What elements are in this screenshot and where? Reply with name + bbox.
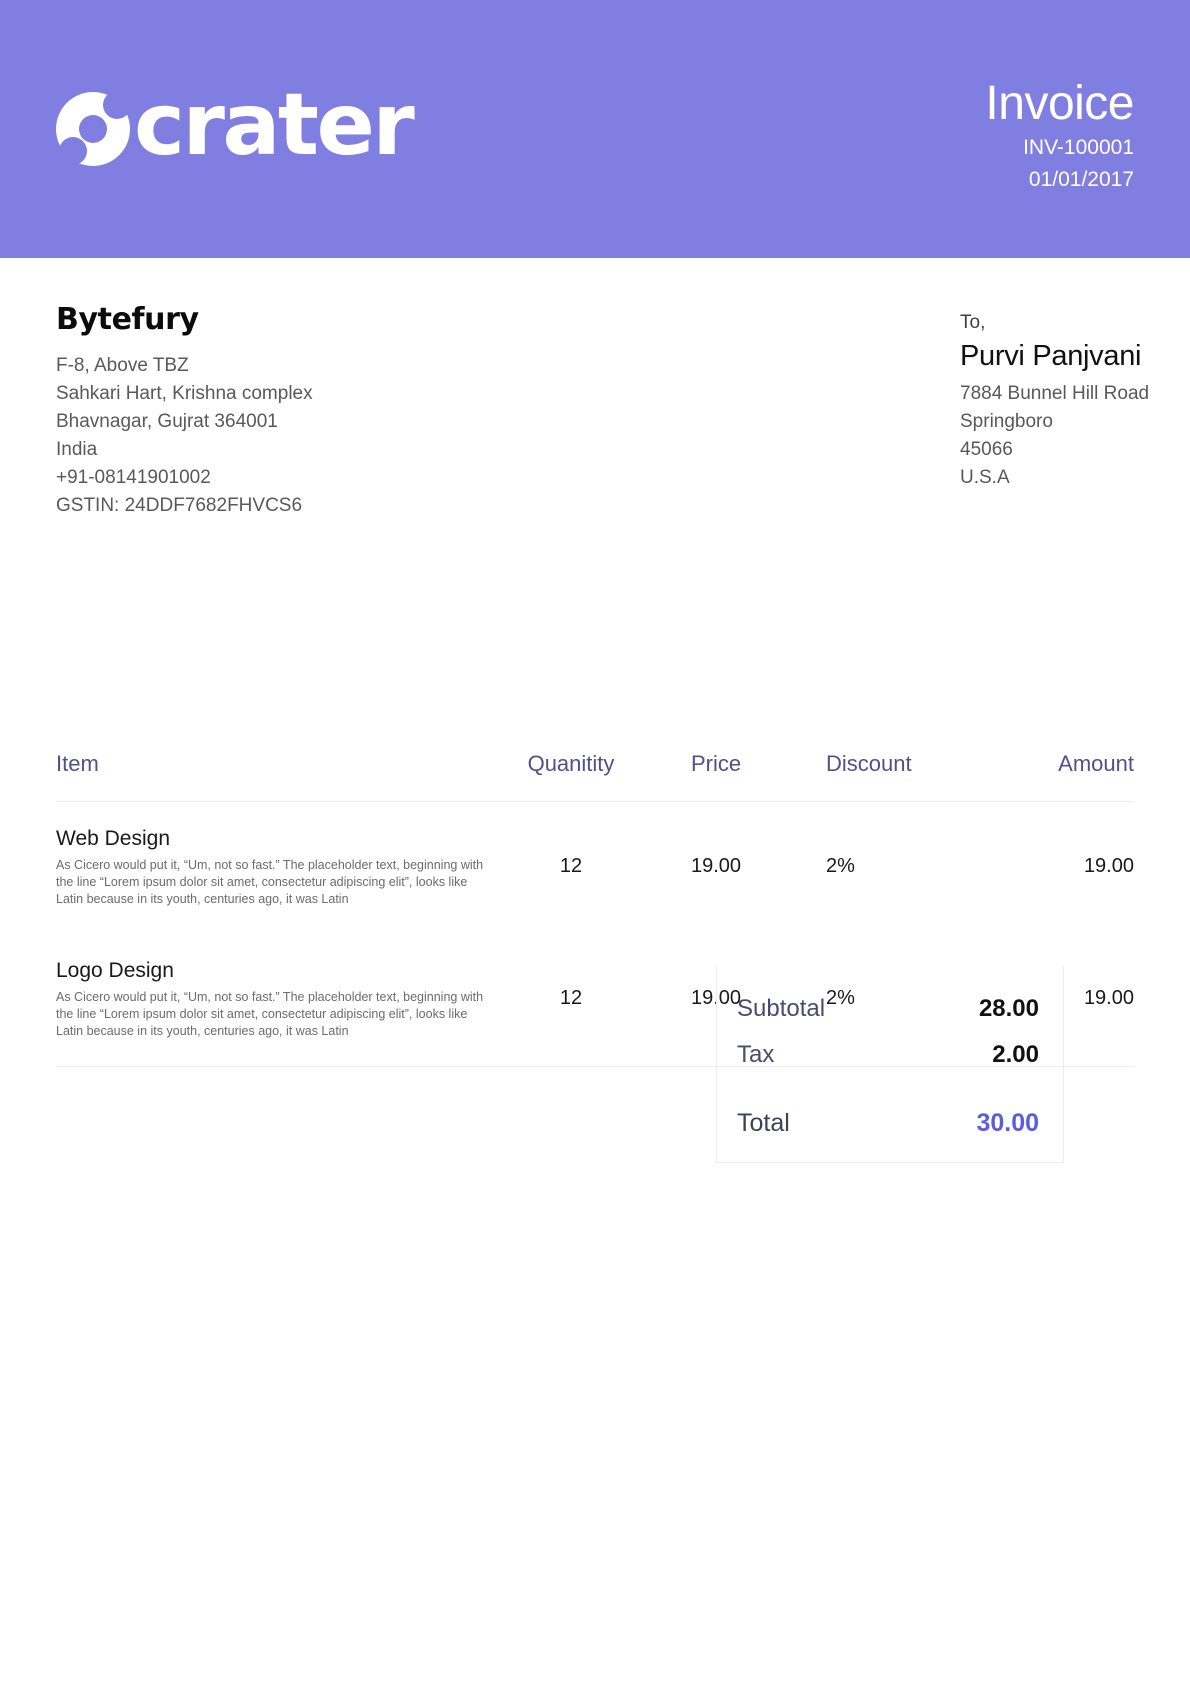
column-header-price: Price bbox=[646, 745, 786, 802]
cell-amount: 19.00 bbox=[946, 934, 1134, 1067]
column-header-quantity: Quanitity bbox=[496, 745, 646, 802]
recipient-address-block: To, Purvi Panjvani 7884 Bunnel Hill Road… bbox=[714, 310, 1150, 492]
sender-company-name: Bytefury bbox=[56, 302, 199, 337]
crater-logo-wordmark: crater bbox=[134, 75, 415, 175]
totals-row-subtotal: Subtotal 28.00 bbox=[737, 992, 1039, 1026]
invoice-meta: Invoice INV-100001 01/01/2017 bbox=[985, 76, 1134, 196]
sender-address-block: Bytefury F-8, Above TBZ Sahkari Hart, Kr… bbox=[56, 300, 576, 520]
subtotal-value: 28.00 bbox=[978, 995, 1039, 1022]
invoice-number: INV-100001 bbox=[1023, 136, 1134, 159]
sender-address-line: F-8, Above TBZ bbox=[56, 355, 189, 376]
sender-gstin: GSTIN: 24DDF7682FHVCS6 bbox=[56, 495, 303, 516]
recipient-to-label: To, bbox=[960, 312, 986, 333]
line-items-table: Item Quanitity Price Discount Amount Web… bbox=[56, 745, 1134, 1067]
cell-discount: 2% bbox=[786, 934, 946, 1067]
item-description: As Cicero would put it, “Um, not so fast… bbox=[56, 990, 484, 1038]
totals-row-tax: Tax 2.00 bbox=[737, 1038, 1039, 1072]
subtotal-label: Subtotal bbox=[737, 995, 826, 1022]
table-row: Logo Design As Cicero would put it, “Um,… bbox=[56, 934, 1134, 1067]
crater-logo: crater bbox=[56, 75, 415, 175]
tax-label: Tax bbox=[737, 1041, 775, 1068]
total-value: 30.00 bbox=[976, 1109, 1039, 1137]
table-row: Web Design As Cicero would put it, “Um, … bbox=[56, 802, 1134, 935]
sender-phone: +91-08141901002 bbox=[56, 467, 211, 488]
recipient-address-line: 7884 Bunnel Hill Road bbox=[960, 383, 1150, 404]
cell-quantity: 12 bbox=[496, 934, 646, 1067]
cell-amount: 19.00 bbox=[1083, 855, 1134, 877]
sender-address-line: Sahkari Hart, Krishna complex bbox=[56, 383, 313, 404]
item-name: Web Design bbox=[56, 827, 171, 850]
invoice-header-band: crater Invoice INV-100001 01/01/2017 bbox=[0, 0, 1190, 258]
table-header-row: Item Quanitity Price Discount Amount bbox=[56, 745, 1134, 802]
totals-row-total: Total 30.00 bbox=[737, 1106, 1039, 1140]
cell-discount: 2% bbox=[826, 855, 855, 877]
item-description: As Cicero would put it, “Um, not so fast… bbox=[56, 858, 484, 906]
recipient-address-line: 45066 bbox=[960, 439, 1013, 460]
totals-panel: Subtotal 28.00 Tax 2.00 Total 30.00 bbox=[716, 966, 1064, 1163]
cell-item-description: Logo Design As Cicero would put it, “Um,… bbox=[56, 934, 496, 1067]
invoice-date: 01/01/2017 bbox=[1028, 168, 1134, 191]
recipient-name: Purvi Panjvani bbox=[960, 340, 1142, 372]
cell-quantity: 12 bbox=[559, 855, 583, 877]
invoice-title: Invoice bbox=[985, 77, 1134, 130]
column-header-item: Item bbox=[56, 745, 496, 802]
cell-item-description: Web Design As Cicero would put it, “Um, … bbox=[56, 802, 496, 935]
crater-logo-mark-icon bbox=[56, 92, 130, 166]
recipient-address-line: U.S.A bbox=[960, 467, 1010, 488]
sender-address-line: India bbox=[56, 439, 98, 460]
column-header-amount: Amount bbox=[946, 745, 1134, 802]
column-header-discount: Discount bbox=[786, 745, 946, 802]
item-name: Logo Design bbox=[56, 959, 174, 982]
recipient-address-line: Springboro bbox=[960, 411, 1053, 432]
sender-address-line: Bhavnagar, Gujrat 364001 bbox=[56, 411, 278, 432]
total-label: Total bbox=[737, 1109, 790, 1137]
tax-value: 2.00 bbox=[992, 1041, 1039, 1068]
cell-price: 19.00 bbox=[690, 855, 742, 877]
